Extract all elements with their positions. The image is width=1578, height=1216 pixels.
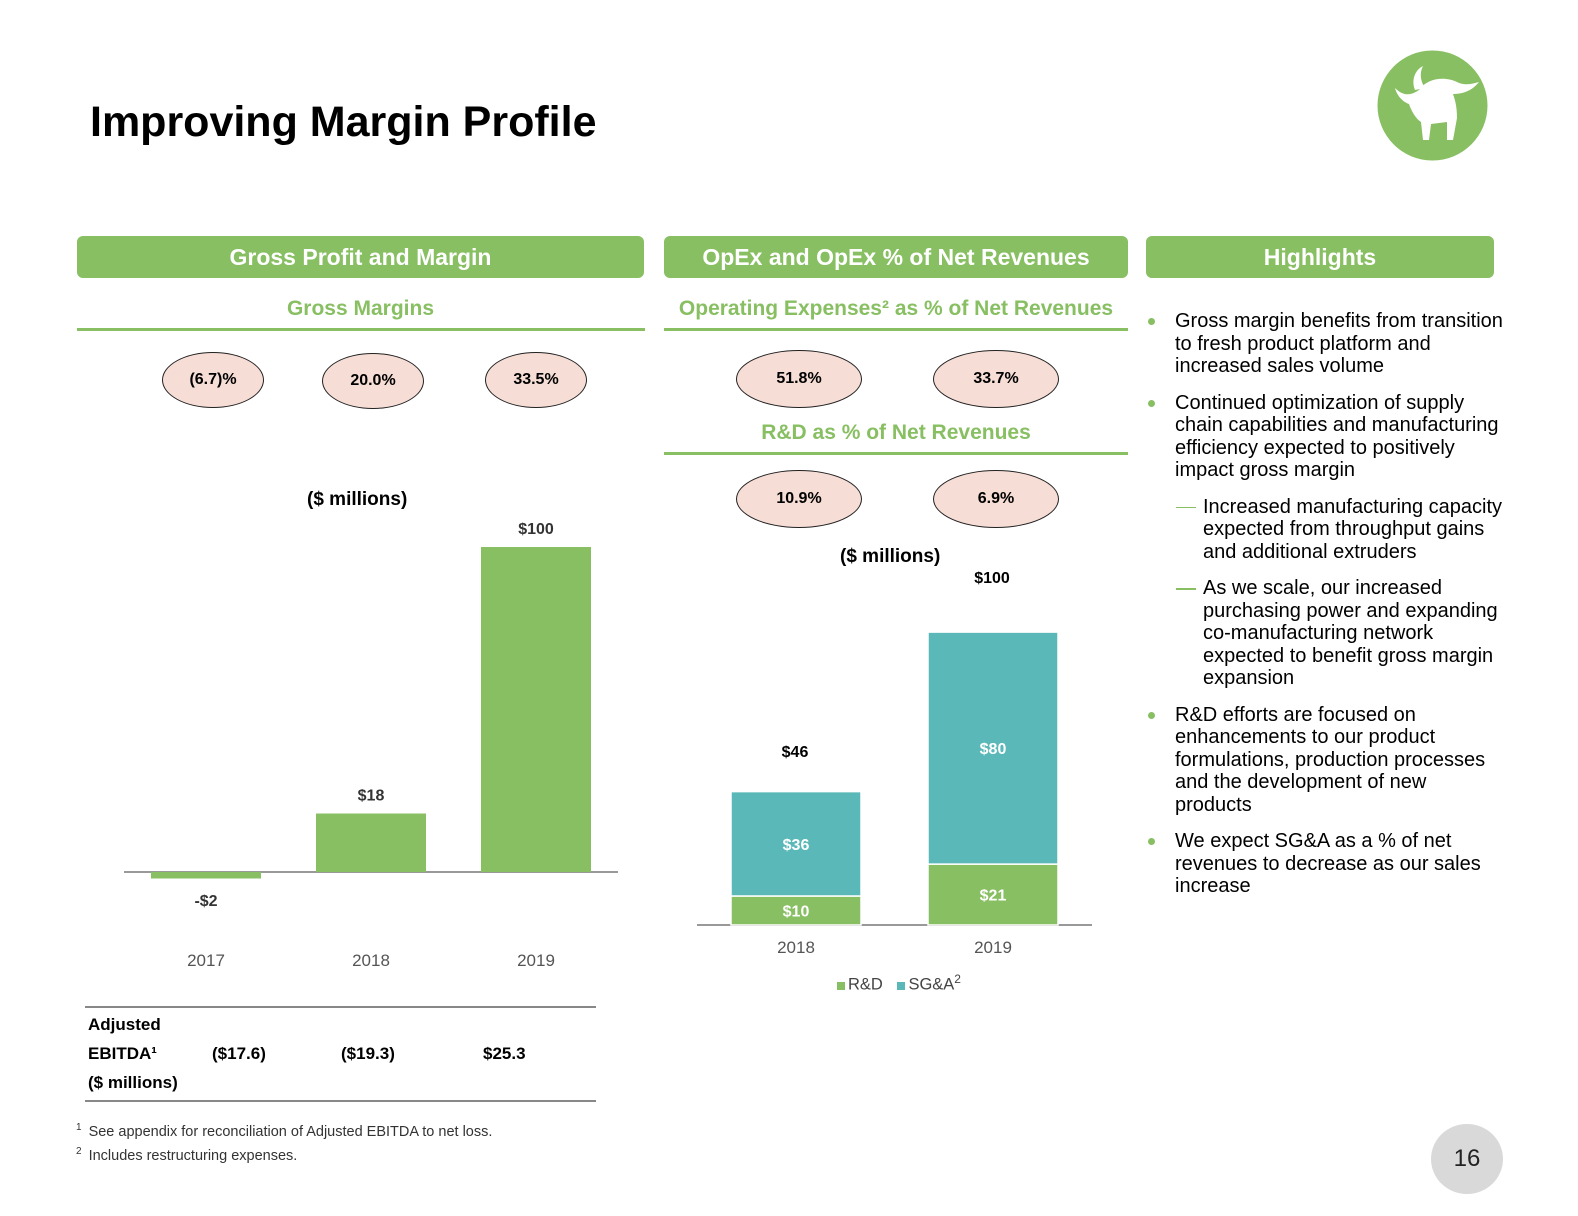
gross-tick-2017: 2017: [187, 951, 225, 970]
margin-oval-2018: 20.0%: [322, 353, 424, 409]
opex-total-label-2019: $100: [974, 570, 1010, 587]
bull-logo-icon: [1377, 50, 1488, 161]
footnote-1-text: See appendix for reconciliation of Adjus…: [88, 1123, 493, 1140]
ebitda-label-line3: ($ millions): [88, 1073, 178, 1092]
opex-seg-label-rd-2019: $21: [980, 888, 1007, 905]
rd-pct-subheader: R&D as % of Net Revenues: [761, 421, 1031, 444]
bullet-icon: [1148, 318, 1155, 325]
margin-oval-2017: (6.7)%: [162, 352, 264, 408]
opex-tick-2019: 2019: [974, 938, 1012, 957]
highlight-item: Continued optimization of supply chain c…: [1147, 392, 1507, 482]
opex-bar-sga-2018: [730, 790, 862, 897]
opex-pct-oval-2018: 51.8%: [736, 350, 862, 408]
bullet-icon: [1148, 711, 1155, 719]
gross-bar-2017: [151, 872, 261, 879]
opex-bar-rd-2018: [730, 895, 862, 926]
footnotes: 1 See appendix for reconciliation of Adju…: [76, 1118, 492, 1166]
gross-tick-2019: 2019: [517, 951, 555, 970]
bullet-icon: [1148, 838, 1155, 845]
opex-legend: R&D SG&A2: [837, 972, 961, 995]
opex-bar-sga-2019: [927, 631, 1059, 865]
highlights-header: Highlights: [1146, 236, 1494, 278]
rd-pct-rule: [664, 452, 1128, 455]
opex-pct-rule: [664, 328, 1128, 331]
gross-bar-label-2017: -$2: [194, 893, 217, 910]
legend-sga-footnote: 2: [954, 972, 961, 986]
ebitda-label-line1: Adjusted: [88, 1015, 161, 1034]
opex-header: OpEx and OpEx % of Net Revenues: [664, 236, 1128, 278]
ebitda-value-2018: ($19.3): [341, 1044, 395, 1063]
footnote-2-mark: 2: [76, 1145, 82, 1157]
footnote-1-mark: 1: [76, 1122, 82, 1133]
gross-bar-2019: [481, 547, 591, 872]
highlights-list: Gross margin benefits from transition to…: [1147, 310, 1507, 910]
opex-tick-2018: 2018: [777, 938, 815, 957]
gross-profit-header: Gross Profit and Margin: [77, 236, 644, 278]
ebitda-value-2019: $25.3: [483, 1044, 526, 1063]
gross-units-label: ($ millions): [307, 489, 408, 510]
ebitda-table: Adjusted EBITDA¹ ($ millions) ($17.6) ($…: [85, 1006, 596, 1102]
ebitda-value-2017: ($17.6): [212, 1044, 266, 1063]
highlight-item: Increased manufacturing capacity expecte…: [1147, 496, 1507, 564]
highlight-text: Gross margin benefits from transition to…: [1175, 310, 1503, 377]
opex-seg-label-sga-2018: $36: [783, 837, 810, 854]
highlight-item: R&D efforts are focused on enhancements …: [1147, 704, 1507, 817]
highlight-text: R&D efforts are focused on enhancements …: [1175, 703, 1486, 816]
page-number: 16: [1431, 1124, 1503, 1194]
opex-seg-label-rd-2018: $10: [783, 904, 810, 921]
margin-oval-2019: 33.5%: [485, 352, 587, 408]
opex-chart: $10 $36 $46 2018 $21 $80 $100 2019: [697, 570, 1092, 957]
gross-bar-label-2018: $18: [358, 788, 385, 805]
gross-bar-2018: [316, 813, 426, 872]
legend-rd-swatch: [837, 981, 845, 990]
highlight-item: We expect SG&A as a % of net revenues to…: [1147, 830, 1507, 898]
opex-pct-subheader: Operating Expenses² as % of Net Revenues: [678, 297, 1114, 320]
gross-bar-label-2019: $100: [518, 521, 554, 538]
opex-total-label-2018: $46: [782, 744, 809, 761]
legend-sga-swatch: [897, 981, 906, 990]
footnote-2-text: Includes restructuring expenses.: [88, 1147, 298, 1164]
highlight-text: We expect SG&A as a % of net revenues to…: [1175, 830, 1481, 897]
dash-bullet-icon: [1176, 506, 1196, 508]
opex-bar-rd-2019: [927, 863, 1059, 926]
highlight-item: As we scale, our increased purchasing po…: [1147, 577, 1507, 690]
opex-pct-oval-2019: 33.7%: [933, 350, 1059, 408]
rd-pct-oval-2018: 10.9%: [736, 470, 862, 528]
legend-sga-label: SG&A: [908, 975, 955, 994]
page-title: Improving Margin Profile: [90, 98, 597, 146]
highlight-text: Increased manufacturing capacity expecte…: [1203, 495, 1503, 563]
rd-pct-oval-2019: 6.9%: [933, 470, 1059, 528]
highlight-text: Continued optimization of supply chain c…: [1175, 391, 1499, 482]
footnote-1: 1 See appendix for reconciliation of Adju…: [76, 1118, 492, 1142]
gross-margins-subheader: Gross Margins: [286, 297, 435, 320]
highlight-text: As we scale, our increased purchasing po…: [1203, 577, 1498, 689]
gross-profit-chart: -$2 2017 $18 2018 $100 2019: [124, 521, 618, 970]
legend-rd-label: R&D: [848, 975, 883, 994]
gross-tick-2018: 2018: [352, 951, 390, 970]
opex-units-label: ($ millions): [840, 546, 941, 567]
highlight-item: Gross margin benefits from transition to…: [1147, 310, 1507, 378]
gross-margins-rule: [77, 328, 645, 331]
ebitda-label-line2: EBITDA¹: [88, 1044, 157, 1063]
dash-bullet-icon: [1176, 588, 1196, 590]
opex-seg-label-sga-2019: $80: [980, 741, 1007, 758]
footnote-2: 2 Includes restructuring expenses.: [76, 1142, 492, 1166]
bullet-icon: [1148, 399, 1155, 407]
